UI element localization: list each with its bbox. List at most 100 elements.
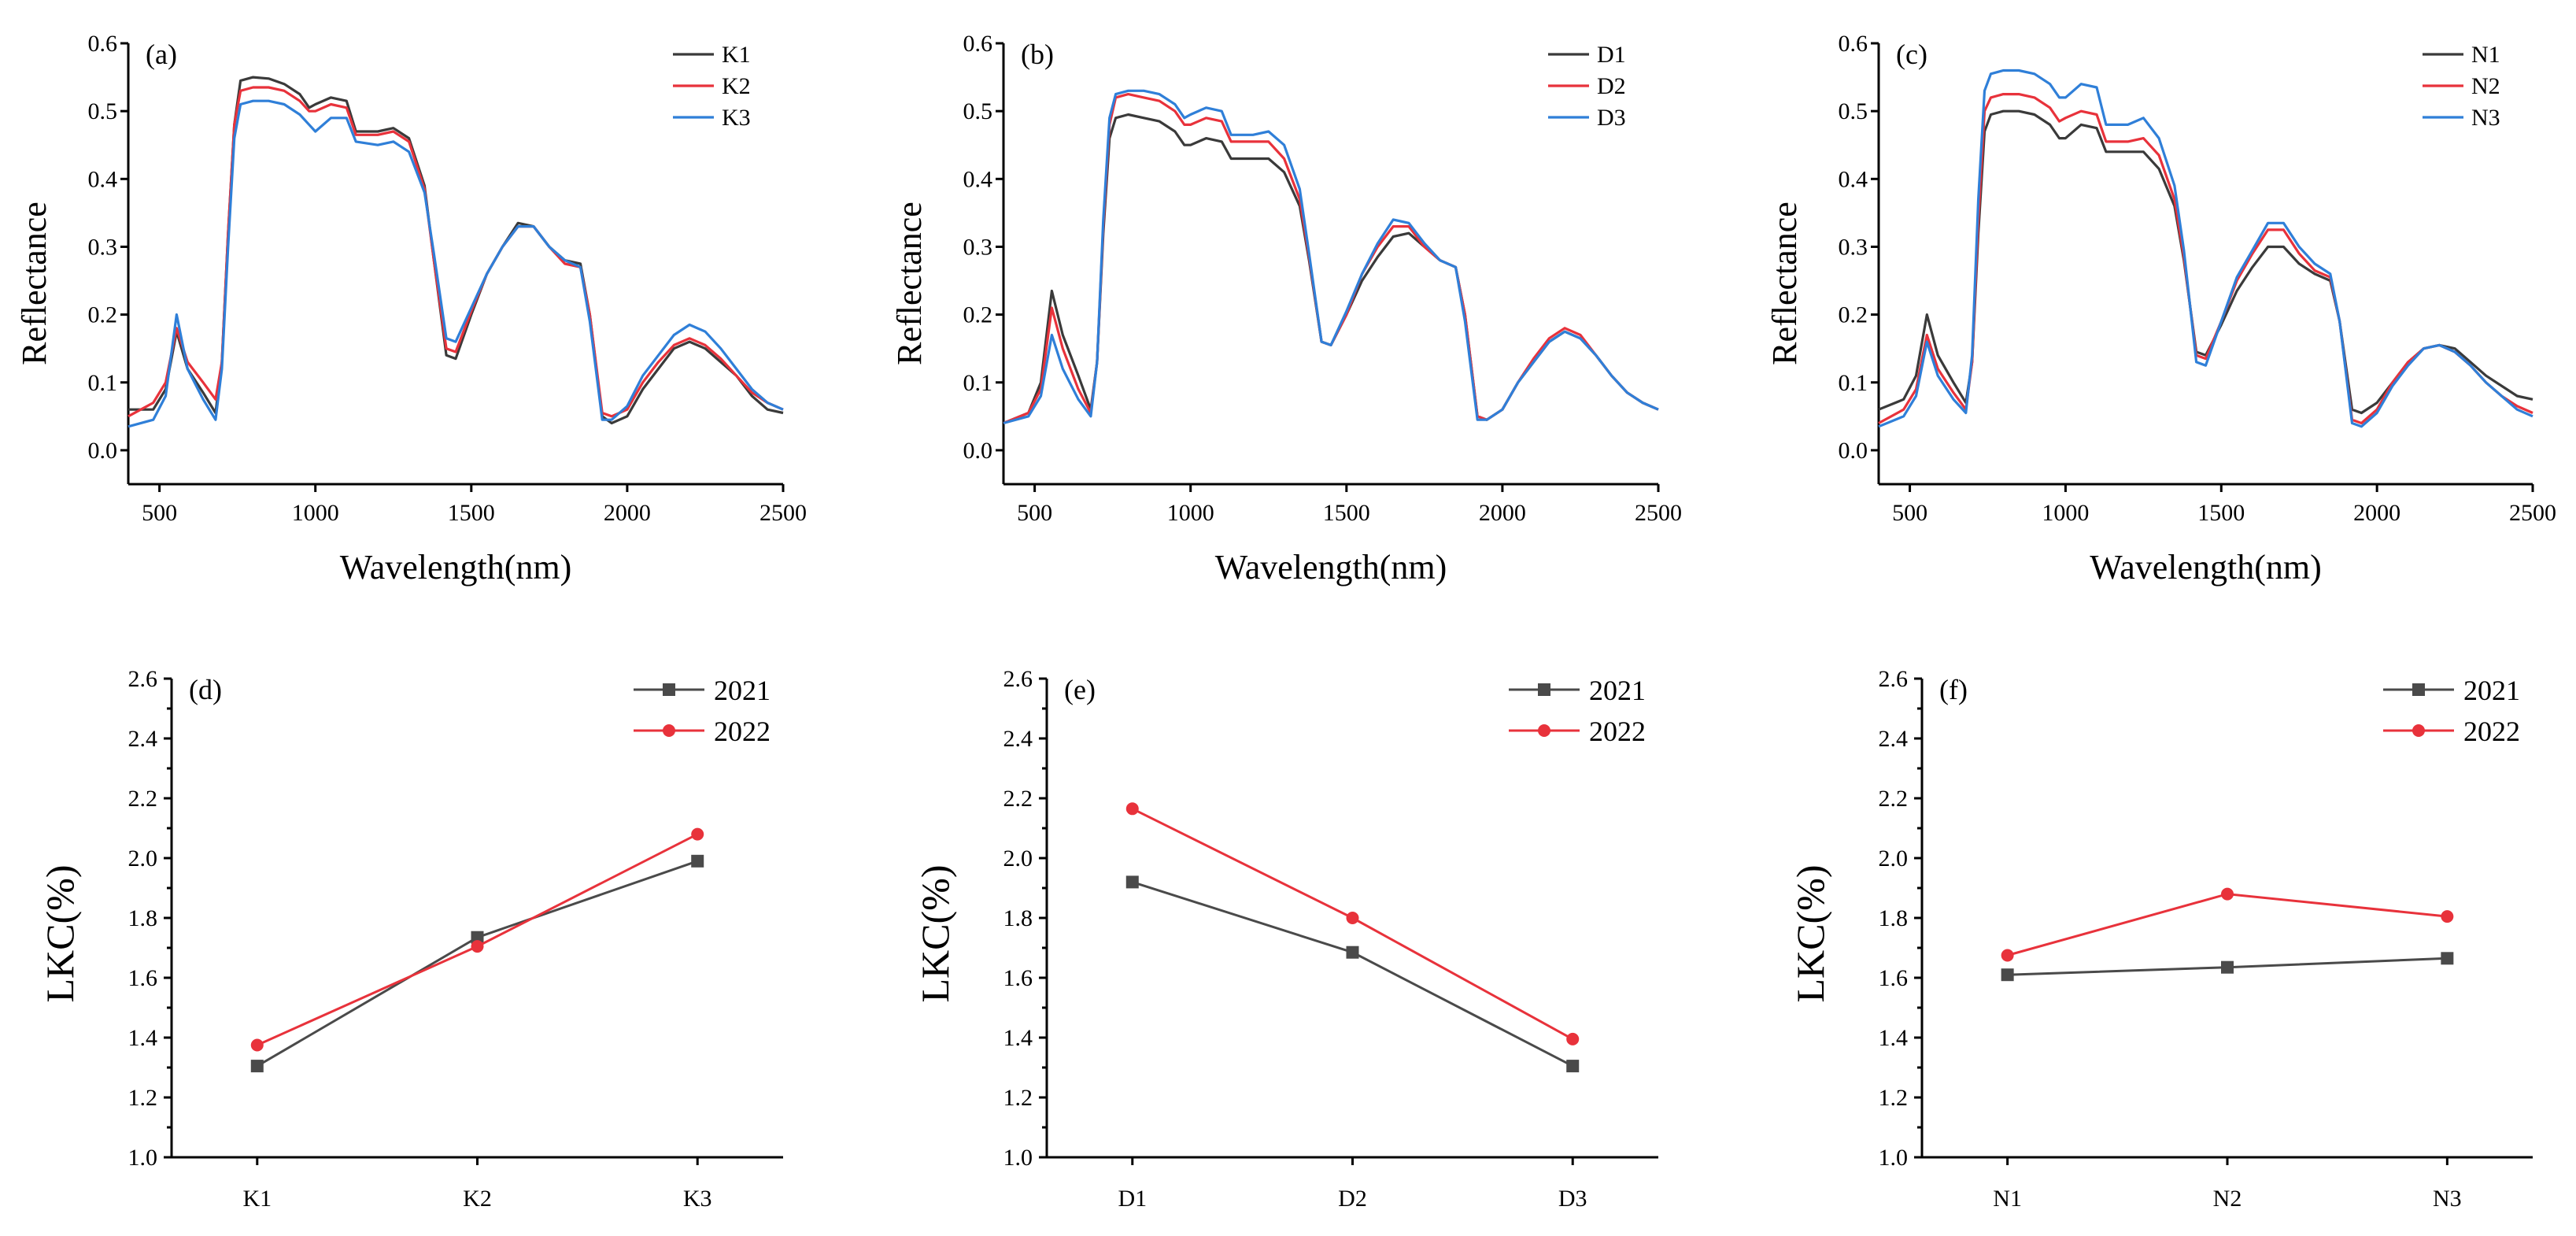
series-line-K3 <box>128 99 784 428</box>
x-tick-label: K3 <box>683 1186 712 1212</box>
y-tick-label: 2.6 <box>128 666 158 692</box>
data-point <box>250 1060 264 1073</box>
x-tick-label: 2500 <box>759 500 807 526</box>
data-point <box>2001 968 2014 982</box>
x-tick-label: 2000 <box>1479 500 1526 526</box>
y-tick-label: 2.6 <box>1879 666 1909 692</box>
panel-label: (f) <box>1939 674 1968 705</box>
x-tick-label: 2000 <box>604 500 651 526</box>
data-point <box>691 854 704 868</box>
panel-label: (d) <box>189 674 222 705</box>
y-tick-label: 2.2 <box>1003 786 1033 812</box>
legend-label: 2022 <box>714 716 771 747</box>
x-axis-title: Wavelength(nm) <box>2090 548 2322 587</box>
y-tick-label: 2.2 <box>1879 786 1909 812</box>
x-tick-label: 1000 <box>1167 500 1214 526</box>
y-tick-label: 1.2 <box>1003 1085 1033 1111</box>
y-axis-title: Reflectance <box>1765 202 1804 365</box>
y-tick-label: 0.0 <box>88 438 118 464</box>
data-point <box>2441 910 2454 923</box>
legend-marker <box>1538 724 1550 737</box>
chart-panel-f: 1.0 1.2 1.4 1.6 1.8 2.0 2.2 2.4 2.6 N1 N2 N3 LKC(%) (… <box>1788 666 2533 1212</box>
y-tick-label: 1.0 <box>1879 1145 1909 1171</box>
chart-panel-d: 1.0 1.2 1.4 1.6 1.8 2.0 2.2 2.4 2.6 K1 K2 K3 LKC(%) (… <box>38 666 783 1212</box>
x-tick-label: 2000 <box>2353 500 2400 526</box>
y-tick-label: 1.8 <box>1003 905 1033 931</box>
x-tick-label: D3 <box>1558 1186 1587 1212</box>
y-tick-label: 0.0 <box>963 438 993 464</box>
legend-label: 2021 <box>2463 675 2520 706</box>
legend-label: K2 <box>722 73 751 99</box>
series-line-2021 <box>1132 880 1573 1068</box>
y-tick-label: 0.6 <box>963 31 993 57</box>
legend-label: 2022 <box>2463 716 2520 747</box>
x-tick-label: 2500 <box>1635 500 1682 526</box>
y-tick-label: 0.3 <box>88 234 118 260</box>
legend-marker <box>2412 724 2425 737</box>
chart-panel-c: 0.0 0.1 0.2 0.3 0.4 0.5 0.6 500 1000 1500 2000 2500… <box>1765 31 2556 587</box>
y-tick-label: 2.0 <box>1003 846 1033 871</box>
y-tick-label: 1.4 <box>1003 1025 1033 1051</box>
data-point <box>691 827 704 841</box>
x-tick-label: N3 <box>2433 1186 2462 1212</box>
y-tick-label: 0.2 <box>88 302 118 328</box>
y-tick-label: 0.3 <box>963 234 993 260</box>
legend-label: N1 <box>2471 42 2500 68</box>
legend-label: K3 <box>722 105 751 131</box>
y-tick-label: 0.5 <box>963 98 993 124</box>
x-tick-label: 1000 <box>2042 500 2089 526</box>
y-tick-label: 0.5 <box>88 98 118 124</box>
chart-panel-e: 1.0 1.2 1.4 1.6 1.8 2.0 2.2 2.4 2.6 D1 D2 D3 LKC(%) (… <box>913 666 1658 1212</box>
y-tick-label: 0.0 <box>1839 438 1868 464</box>
y-tick-label: 2.4 <box>1003 726 1033 752</box>
y-tick-label: 1.2 <box>128 1085 158 1111</box>
y-tick-label: 0.1 <box>88 370 118 396</box>
y-tick-label: 2.0 <box>1879 846 1909 871</box>
data-point <box>1125 875 1139 889</box>
y-axis-title: Reflectance <box>15 202 54 365</box>
y-tick-label: 0.5 <box>1839 98 1868 124</box>
panel-label: (b) <box>1021 39 1054 70</box>
y-tick-label: 0.4 <box>88 166 118 192</box>
y-tick-label: 1.0 <box>128 1145 158 1171</box>
y-tick-label: 1.6 <box>1003 965 1033 991</box>
y-tick-label: 0.1 <box>963 370 993 396</box>
legend-marker <box>663 724 675 737</box>
y-axis-title: LKC(%) <box>913 865 957 1003</box>
legend-marker <box>1538 683 1550 696</box>
legend-marker <box>2412 683 2425 696</box>
y-tick-label: 0.6 <box>88 31 118 57</box>
y-tick-label: 0.2 <box>963 302 993 328</box>
x-tick-label: N2 <box>2213 1186 2242 1212</box>
x-tick-label: 1500 <box>1323 500 1370 526</box>
y-tick-label: 2.4 <box>128 726 158 752</box>
x-tick-label: D1 <box>1118 1186 1147 1212</box>
x-tick-label: 2500 <box>2509 500 2556 526</box>
data-point <box>1346 912 1359 924</box>
chart-panel-b: 0.0 0.1 0.2 0.3 0.4 0.5 0.6 500 1000 1500 2000 2500… <box>890 31 1682 587</box>
legend-label: 2021 <box>1589 675 1646 706</box>
x-tick-label: D2 <box>1338 1186 1367 1212</box>
y-tick-label: 2.0 <box>128 846 158 871</box>
series-line-2022 <box>2007 893 2448 957</box>
data-point <box>2221 960 2234 974</box>
series-line-D3 <box>1003 89 1659 425</box>
x-tick-label: 500 <box>142 500 177 526</box>
legend-label: D1 <box>1597 42 1626 68</box>
legend-label: K1 <box>722 42 751 68</box>
y-axis-title: Reflectance <box>890 202 929 365</box>
series-line-K2 <box>128 86 784 418</box>
data-point <box>1566 1032 1580 1045</box>
y-tick-label: 0.4 <box>963 166 993 192</box>
x-axis-title: Wavelength(nm) <box>340 548 572 587</box>
y-tick-label: 1.6 <box>1879 965 1909 991</box>
y-tick-label: 2.6 <box>1003 666 1033 692</box>
series-line-2021 <box>257 860 698 1068</box>
x-tick-label: K1 <box>242 1186 272 1212</box>
y-tick-label: 1.8 <box>1879 905 1909 931</box>
x-tick-label: K2 <box>463 1186 492 1212</box>
y-tick-label: 1.8 <box>128 905 158 931</box>
x-tick-label: N1 <box>1993 1186 2022 1212</box>
y-axis-title: LKC(%) <box>1788 865 1832 1003</box>
